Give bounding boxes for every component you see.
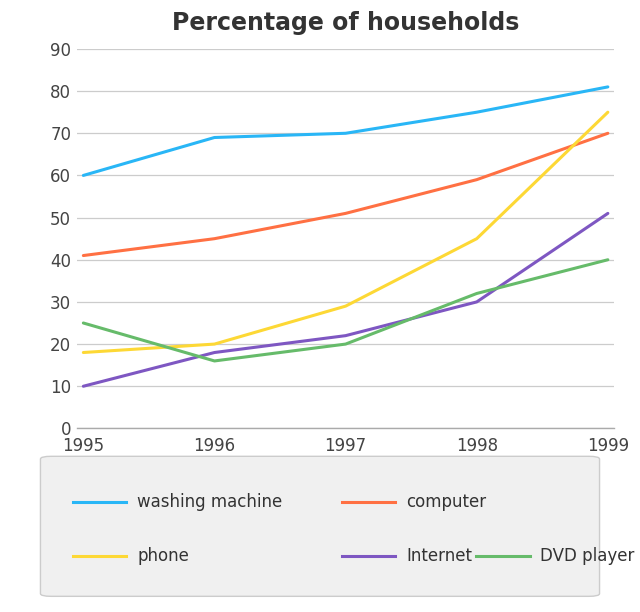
Title: Percentage of households: Percentage of households	[172, 10, 519, 34]
Text: washing machine: washing machine	[137, 493, 282, 511]
Text: DVD player: DVD player	[540, 547, 635, 565]
Text: Internet: Internet	[406, 547, 472, 565]
Text: phone: phone	[137, 547, 189, 565]
Text: computer: computer	[406, 493, 486, 511]
FancyBboxPatch shape	[40, 457, 600, 596]
